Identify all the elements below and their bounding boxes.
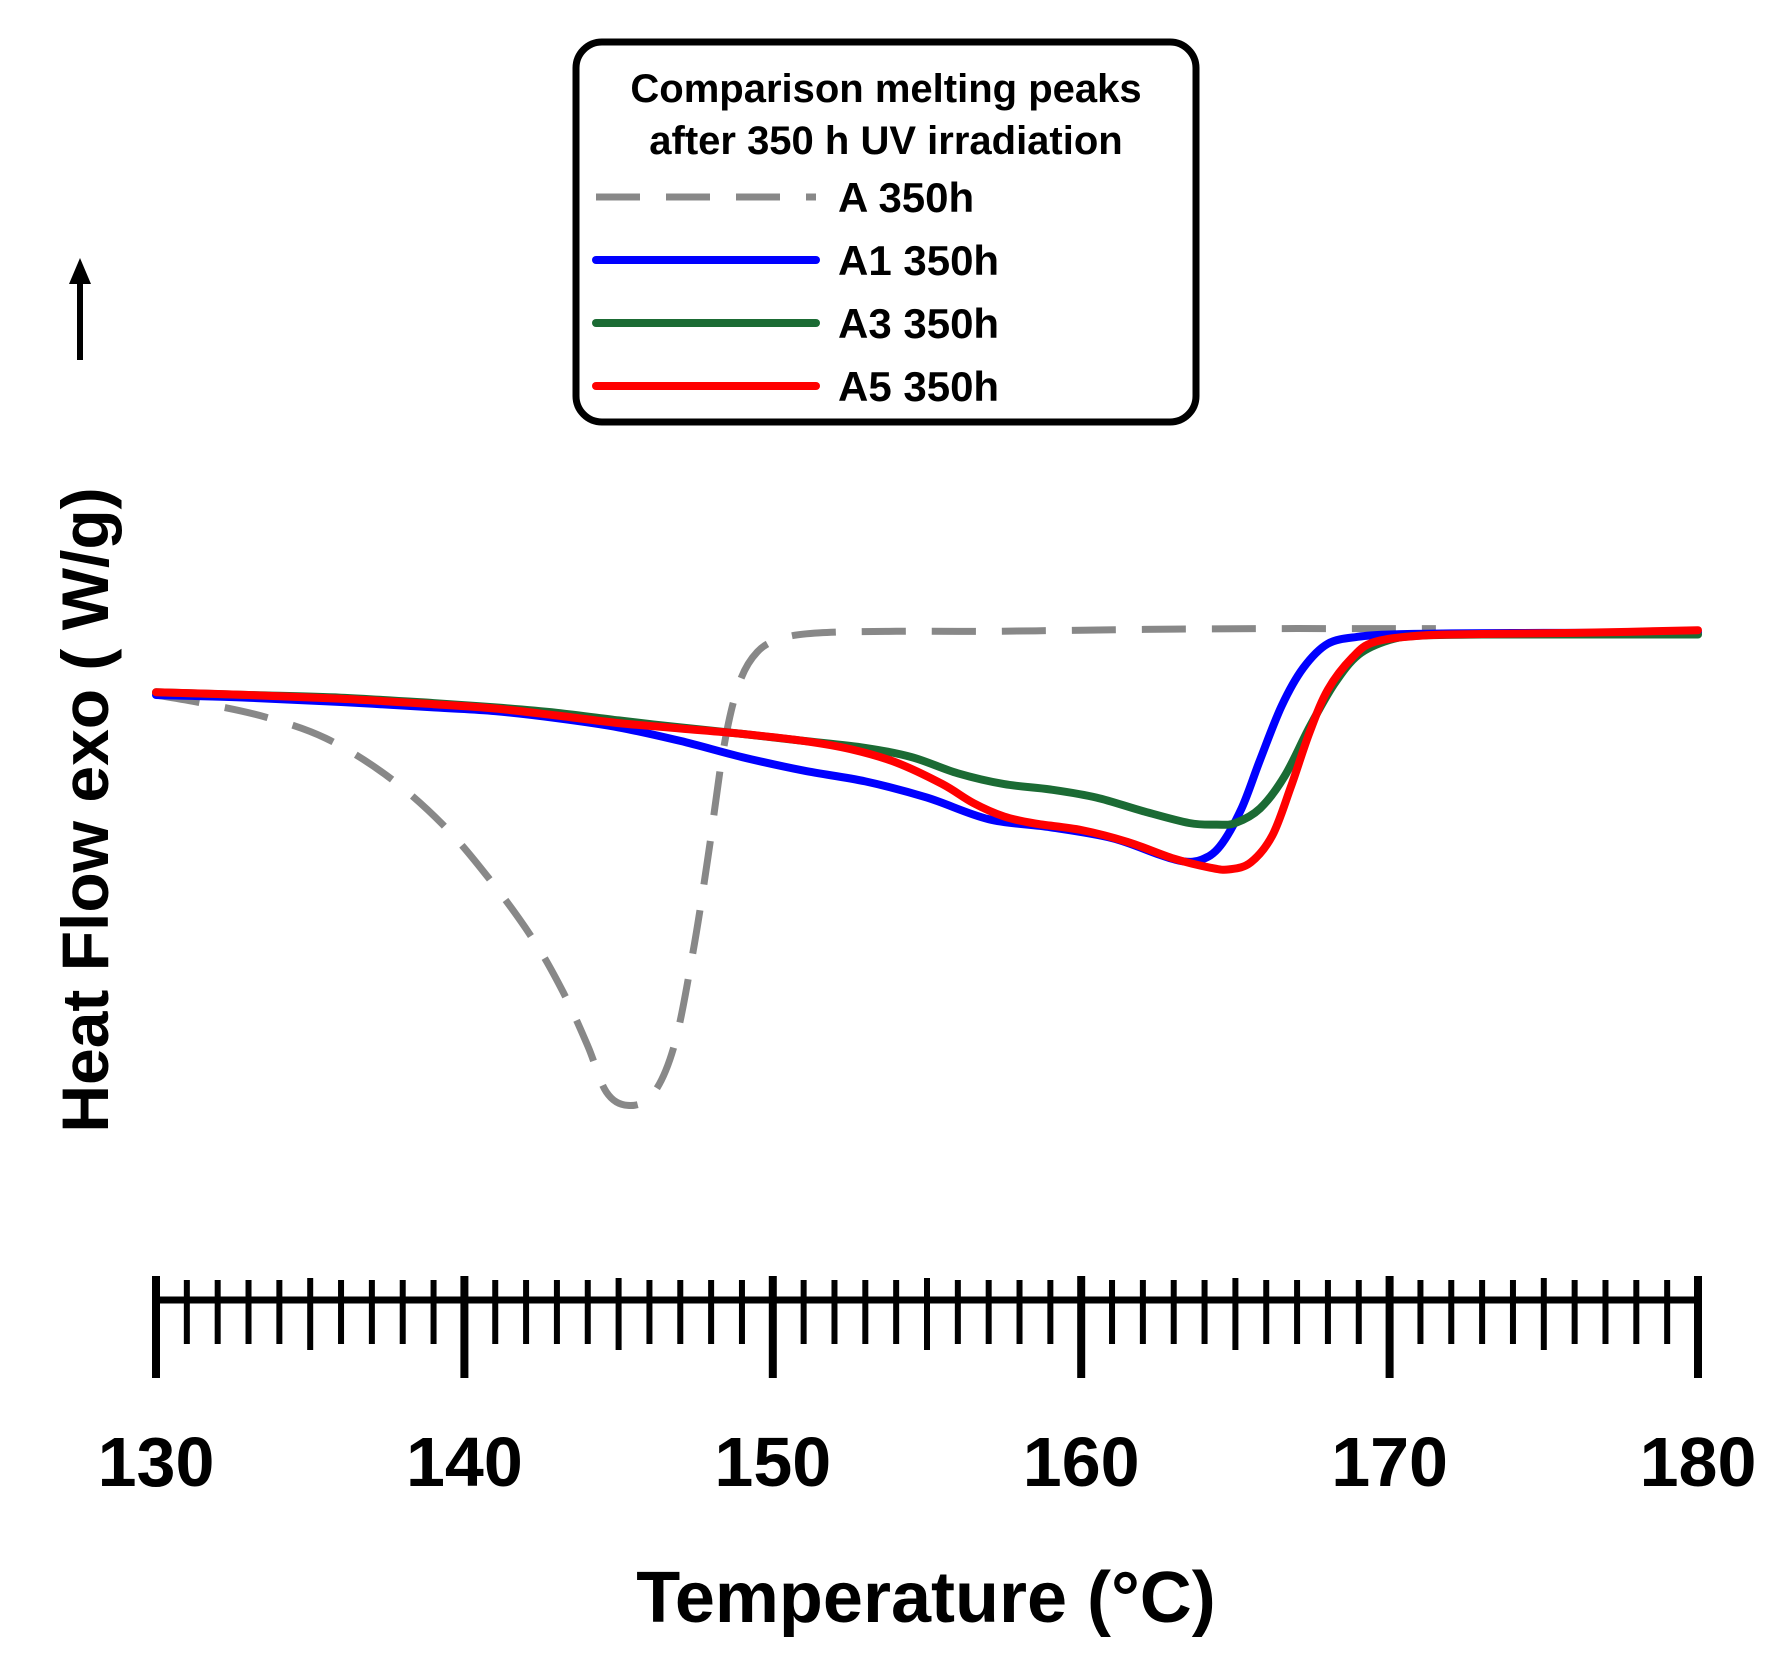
legend-label-a1-350h: A1 350h xyxy=(838,237,999,284)
x-tick-label-130: 130 xyxy=(98,1423,215,1501)
legend-label-a-350h: A 350h xyxy=(838,174,974,221)
x-tick-label-150: 150 xyxy=(714,1423,831,1501)
series-line-a5-350h xyxy=(152,626,1702,874)
legend: Comparison melting peaks after 350 h UV … xyxy=(572,38,1200,426)
legend-items: A 350h A1 350h A3 350h A5 350h xyxy=(592,174,999,410)
x-tick-label-170: 170 xyxy=(1331,1423,1448,1501)
x-axis-title: Temperature (°C) xyxy=(636,1558,1216,1638)
x-tick-label-140: 140 xyxy=(406,1423,523,1501)
legend-label-a5-350h: A5 350h xyxy=(838,363,999,410)
series-line-a-350h xyxy=(155,625,1436,1109)
x-axis: 130 140 150 160 170 180 xyxy=(98,1276,1757,1501)
legend-title-line-2: after 350 h UV irradiation xyxy=(649,119,1122,163)
x-axis-tick-labels: 130 140 150 160 170 180 xyxy=(98,1423,1757,1501)
exo-up-arrow-icon xyxy=(69,258,91,360)
x-tick-label-180: 180 xyxy=(1640,1423,1757,1501)
legend-title-line-1: Comparison melting peaks xyxy=(630,67,1141,111)
x-tick-label-160: 160 xyxy=(1023,1423,1140,1501)
legend-label-a3-350h: A3 350h xyxy=(838,300,999,347)
plot-area xyxy=(152,625,1702,1109)
x-axis-ticks xyxy=(152,1276,1702,1378)
y-axis-title: Heat Flow exo ( W/g) xyxy=(48,487,122,1132)
